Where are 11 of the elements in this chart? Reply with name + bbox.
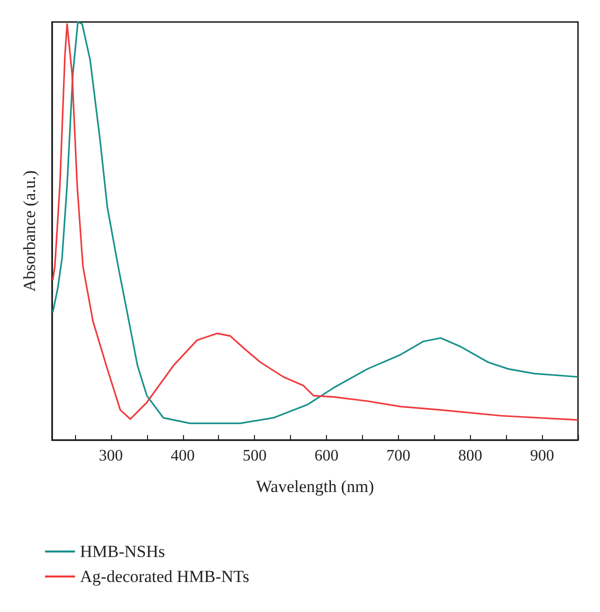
x-tick-label: 500 (242, 448, 267, 464)
legend-label: HMB-NSHs (80, 542, 166, 561)
x-tick-label: 700 (386, 448, 410, 464)
x-tick-label: 800 (458, 448, 482, 464)
legend-label: Ag-decorated HMB-NTs (80, 567, 250, 586)
x-axis-title: Wavelength (nm) (256, 477, 374, 496)
y-axis-title: Absorbance (a.u.) (20, 170, 39, 292)
x-tick-label: 600 (314, 448, 338, 464)
x-tick-label: 300 (98, 448, 123, 464)
x-tick-label: 900 (530, 448, 554, 464)
x-tick-label: 400 (170, 448, 195, 464)
